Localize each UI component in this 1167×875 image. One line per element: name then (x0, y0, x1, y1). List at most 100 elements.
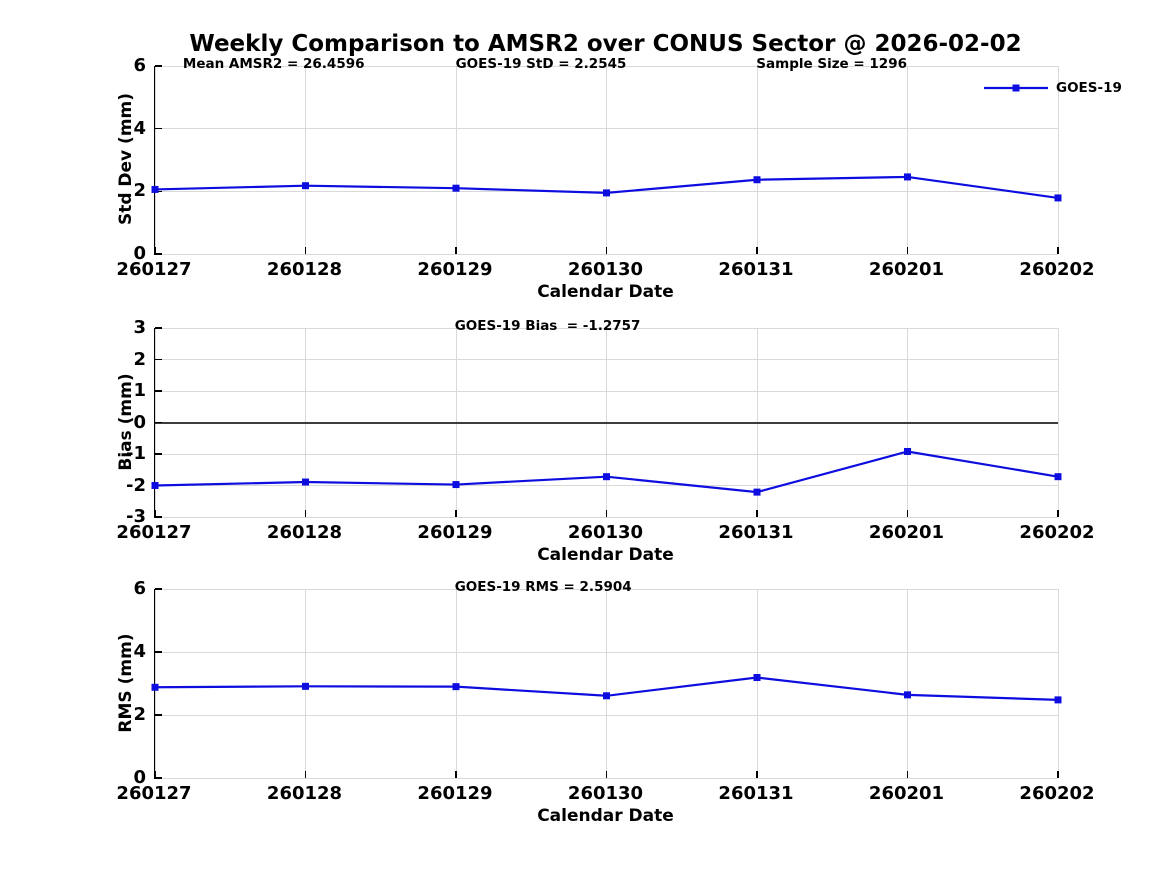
x-tick-mark (756, 510, 758, 517)
y-tick-label: -3 (126, 506, 146, 527)
y-tick-label: 3 (133, 317, 146, 338)
plot-annotation: GOES-19 Bias = -1.2757 (454, 318, 641, 334)
x-tick-mark (154, 247, 156, 254)
x-tick-mark (756, 247, 758, 254)
x-tick-mark (304, 771, 307, 778)
y-tick-label: -2 (126, 474, 146, 496)
data-point-marker (904, 691, 911, 699)
data-series-goes-19 (151, 674, 1062, 704)
horizontal-gridline (155, 359, 1058, 360)
data-point-marker (151, 185, 159, 193)
x-tick-mark (1057, 510, 1059, 517)
x-tick-mark (455, 247, 457, 254)
x-tick-label: 260130 (567, 259, 644, 280)
x-tick-label: 260201 (868, 522, 945, 543)
plot-annotation: GOES-19 StD = 2.2545 (455, 56, 627, 72)
x-tick-label: 260131 (718, 783, 794, 804)
data-point-marker (1054, 696, 1062, 704)
y-tick-mark (155, 253, 162, 255)
data-point-marker (452, 184, 460, 192)
subplot-bias (151, 327, 1062, 518)
x-tick-label: 260202 (1019, 783, 1095, 804)
data-point-marker (302, 478, 309, 486)
x-tick-label: 260128 (266, 783, 343, 804)
data-point-marker (452, 683, 460, 691)
x-tick-label: 260130 (567, 783, 644, 804)
y-tick-label: 2 (133, 704, 146, 725)
y-tick-mark (155, 390, 162, 392)
x-tick-mark (1057, 771, 1059, 778)
y-tick-label: 2 (133, 348, 146, 370)
y-tick-mark (155, 421, 162, 424)
data-point-marker (302, 682, 309, 690)
data-point-marker (904, 173, 911, 181)
vertical-gridline (154, 66, 156, 254)
y-tick-label: 2 (133, 180, 146, 202)
x-tick-label: 260129 (417, 259, 493, 280)
x-tick-mark (1057, 247, 1059, 254)
vertical-gridline (907, 66, 908, 254)
x-tick-mark (304, 510, 307, 517)
x-tick-mark (455, 510, 457, 517)
zero-reference-line (155, 421, 1058, 424)
y-tick-mark (155, 358, 162, 361)
x-tick-label: 260201 (868, 783, 945, 804)
data-point-marker (151, 482, 159, 489)
vertical-gridline (1057, 328, 1059, 517)
x-tick-mark (756, 771, 758, 778)
y-tick-mark (155, 714, 162, 716)
y-tick-mark (155, 516, 162, 518)
plot-annotation: GOES-19 RMS = 2.5904 (454, 579, 632, 595)
y-tick-label: 6 (133, 578, 146, 599)
x-tick-label: 260202 (1019, 522, 1095, 543)
vertical-gridline (1057, 66, 1059, 254)
x-tick-label: 260129 (417, 522, 493, 543)
y-tick-label: -1 (126, 443, 146, 464)
y-axis-label: Bias (mm) (116, 372, 136, 471)
y-tick-mark (155, 127, 162, 130)
data-series-goes-19 (151, 173, 1062, 202)
x-tick-label: 260127 (116, 259, 192, 280)
x-tick-label: 260127 (116, 783, 192, 804)
horizontal-gridline (155, 651, 1058, 653)
y-tick-label: 0 (133, 767, 146, 788)
x-tick-mark (605, 510, 608, 517)
y-tick-mark (155, 651, 162, 653)
data-line (154, 450, 1059, 494)
plot-annotation: Mean AMSR2 = 26.4596 (182, 56, 365, 72)
x-tick-label: 260131 (718, 522, 794, 543)
horizontal-gridline (155, 128, 1058, 130)
x-tick-mark (906, 510, 909, 517)
data-point-marker (1054, 473, 1062, 481)
plot-annotation: Sample Size = 1296 (756, 56, 907, 72)
x-axis-label: Calendar Date (537, 282, 674, 302)
data-point-marker (302, 182, 309, 190)
vertical-gridline (154, 589, 156, 778)
horizontal-gridline (155, 777, 1058, 779)
y-tick-mark (155, 65, 162, 67)
vertical-gridline (1057, 589, 1059, 778)
vertical-gridline (305, 66, 306, 254)
x-tick-mark (906, 247, 909, 254)
horizontal-gridline (155, 485, 1058, 486)
horizontal-gridline (155, 516, 1058, 518)
legend-marker (1012, 84, 1020, 92)
legend-line-sample (984, 84, 1048, 92)
y-tick-mark (155, 588, 162, 590)
data-point-marker (753, 488, 761, 496)
vertical-gridline (606, 589, 607, 778)
x-tick-mark (455, 771, 457, 778)
x-tick-mark (605, 771, 608, 778)
x-tick-label: 260129 (417, 783, 493, 804)
y-tick-label: 6 (133, 55, 146, 76)
chart-title: Weekly Comparison to AMSR2 over CONUS Se… (189, 31, 1022, 57)
data-series-goes-19 (151, 447, 1062, 496)
x-axis-label: Calendar Date (537, 545, 674, 565)
vertical-gridline (455, 66, 457, 254)
data-point-marker (904, 447, 911, 455)
subplot-rms (151, 588, 1062, 779)
x-tick-label: 260131 (718, 259, 794, 280)
data-point-marker (1054, 194, 1062, 202)
subplot-std-dev (151, 65, 1062, 255)
